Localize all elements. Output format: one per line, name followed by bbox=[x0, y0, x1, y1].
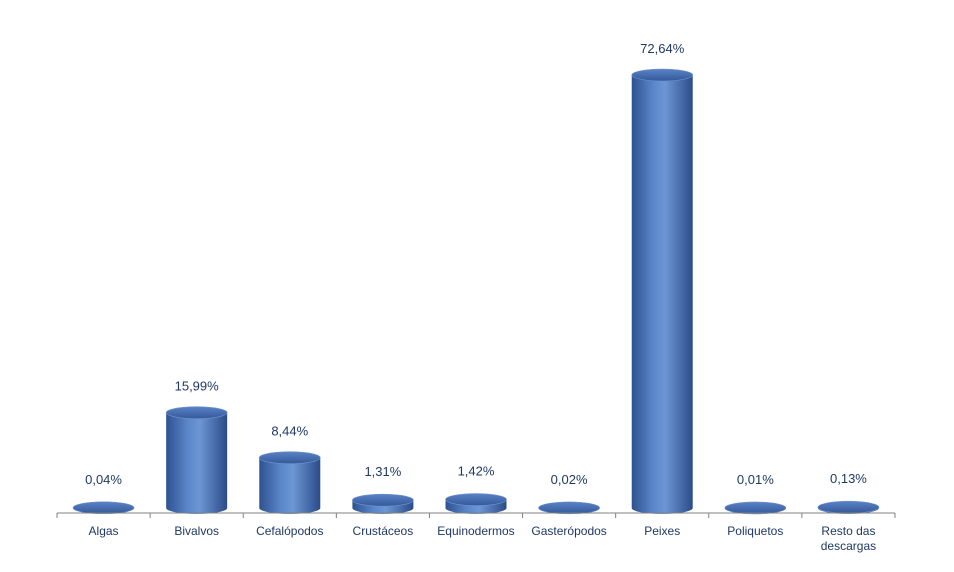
category-label: Bivalvos bbox=[174, 524, 219, 538]
bar-body bbox=[631, 75, 693, 514]
data-label: 0,13% bbox=[830, 471, 867, 486]
bar bbox=[445, 493, 507, 514]
data-label: 0,04% bbox=[85, 472, 122, 487]
bar-top bbox=[817, 500, 880, 514]
bar bbox=[165, 406, 228, 514]
category-label: Cefalópodos bbox=[256, 524, 323, 538]
category-label: Equinodermos bbox=[437, 524, 514, 538]
bar-top bbox=[631, 68, 694, 82]
bar bbox=[72, 501, 135, 515]
data-labels-group: 0,04% 15,99% 8,44% 1,31% 1,42% 0,02% 72,64% 0,0… bbox=[85, 41, 867, 487]
data-label: 8,44% bbox=[271, 424, 308, 439]
category-label: Poliquetos bbox=[727, 524, 783, 538]
bar bbox=[538, 501, 600, 515]
bar-top bbox=[445, 493, 507, 506]
data-label: 72,64% bbox=[640, 41, 685, 56]
bar-body bbox=[259, 457, 321, 514]
category-label: Crustáceos bbox=[353, 524, 414, 538]
bar bbox=[258, 451, 321, 514]
data-label: 0,01% bbox=[737, 472, 774, 487]
bar-body bbox=[166, 412, 228, 514]
bar bbox=[631, 68, 694, 514]
bar-top bbox=[724, 501, 787, 515]
x-axis-ticks bbox=[56, 513, 896, 518]
data-label: 0,02% bbox=[551, 472, 588, 487]
category-labels-group: Algas Bivalvos Cefalópodos Crustáceos Equino… bbox=[89, 524, 877, 553]
bar-top bbox=[538, 501, 600, 515]
bars-group bbox=[72, 68, 880, 515]
bar bbox=[724, 501, 787, 515]
bar bbox=[817, 500, 880, 514]
data-label: 1,42% bbox=[458, 464, 495, 479]
bar-top bbox=[165, 406, 228, 419]
data-label: 1,31% bbox=[364, 464, 401, 479]
data-label: 15,99% bbox=[175, 379, 220, 394]
bar-top bbox=[72, 501, 135, 515]
category-label: Algas bbox=[89, 524, 119, 538]
category-label: descargas bbox=[821, 539, 876, 553]
category-label: Peixes bbox=[644, 524, 680, 538]
bar-top bbox=[352, 493, 414, 507]
category-label: Resto das bbox=[821, 524, 875, 538]
category-label: Gasterópodos bbox=[531, 524, 606, 538]
bar bbox=[352, 493, 414, 514]
bar-top bbox=[258, 451, 321, 464]
